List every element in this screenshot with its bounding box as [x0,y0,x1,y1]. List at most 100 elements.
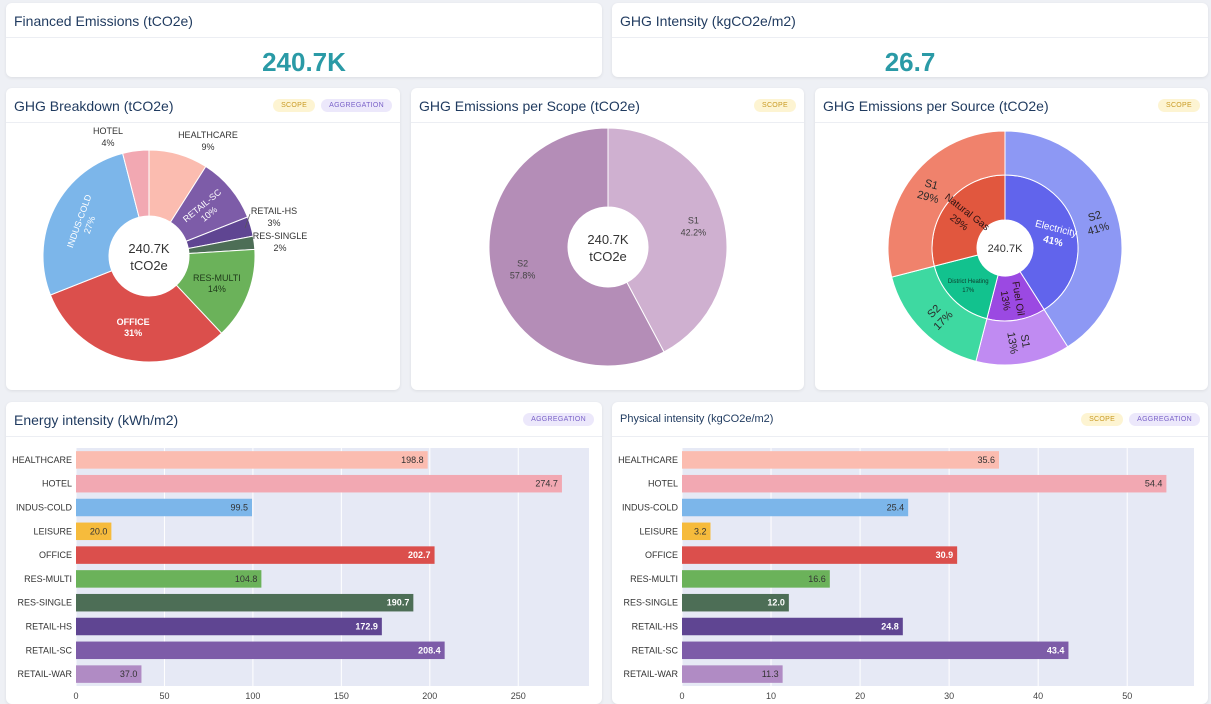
bar-value-label: 202.7 [408,550,431,560]
y-category-label: HOTEL [648,479,678,489]
y-category-label: OFFICE [645,550,678,560]
bar-retail-war[interactable] [682,665,783,683]
aggregation-tag[interactable]: AGGREGATION [321,99,392,112]
divider [411,122,804,123]
scope-tags: SCOPE [753,99,796,112]
x-tick-label: 20 [855,691,865,701]
bar-res-single[interactable] [682,593,789,612]
breakdown-label-res-single: RES-SINGLE [253,231,308,241]
scope-tag[interactable]: SCOPE [273,99,316,112]
energy-intensity-title: Energy intensity (kWh/m2) [14,412,179,428]
energy-tags: AGGREGATION [523,413,594,426]
bar-healthcare[interactable] [682,451,999,469]
bar-value-label: 30.9 [936,550,954,560]
bar-res-multi[interactable] [682,570,830,588]
bar-office[interactable] [682,546,958,564]
breakdown-pct-res-single: 2% [273,243,286,253]
breakdown-slice-office[interactable] [49,270,223,363]
x-tick-label: 30 [944,691,954,701]
breakdown-pct-retail-hs: 3% [267,218,280,228]
ghg-source-title: GHG Emissions per Source (tCO2e) [823,98,1049,114]
breakdown-slice-hotel[interactable] [122,149,150,218]
energy-intensity-card: Energy intensity (kWh/m2) AGGREGATION 0 5… [6,402,602,704]
bar-leisure[interactable] [682,522,711,541]
bar-retail-hs[interactable] [682,617,903,636]
bar-hotel[interactable] [682,474,1167,493]
breakdown-tags: SCOPE AGGREGATION [273,99,392,112]
x-tick-label: 40 [1033,691,1043,701]
bar-value-label: 3.2 [694,526,707,536]
source-inner-label-group: District Heating 17% [948,279,989,294]
bar-leisure[interactable] [76,522,112,541]
aggregation-tag[interactable]: AGGREGATION [523,413,594,426]
divider [612,37,1208,38]
y-category-label: RETAIL-HS [632,622,678,632]
y-category-label: RETAIL-HS [26,622,72,632]
source-inner-pct-district-heating: 17% [962,288,975,294]
ghg-source-card: GHG Emissions per Source (tCO2e) SCOPE E… [815,88,1208,390]
ghg-scope-chart: S1 42.2% S2 57.8% 240.7K tCO2e [488,127,728,367]
scope-tag[interactable]: SCOPE [1081,413,1124,426]
bar-value-label: 54.4 [1145,479,1163,489]
bar-value-label: 11.3 [762,669,779,679]
bar-retail-sc[interactable] [76,641,445,660]
scope-slice-s1[interactable] [607,127,728,353]
scope-tag[interactable]: SCOPE [753,99,796,112]
bar-value-label: 172.9 [355,622,378,632]
bar-office[interactable] [76,546,435,564]
ghg-scope-card: GHG Emissions per Scope (tCO2e) SCOPE S1… [411,88,804,390]
bar-retail-hs[interactable] [76,617,382,636]
aggregation-tag[interactable]: AGGREGATION [1129,413,1200,426]
scope-pct-s1: 42.2% [681,228,707,238]
bar-value-label: 208.4 [418,645,441,655]
divider [6,436,602,437]
scope-label-s1: S1 [688,216,699,226]
breakdown-pct-res-multi: 14% [208,284,226,294]
source-outer-slice-s2[interactable] [1004,130,1123,348]
source-outer-slice-s1[interactable] [887,130,1006,278]
bar-value-label: 16.6 [808,574,826,584]
breakdown-slice-indus-cold[interactable] [42,152,140,296]
breakdown-leader-line [244,213,251,229]
y-category-label: OFFICE [39,550,72,560]
bar-hotel[interactable] [76,474,562,493]
scope-tag[interactable]: SCOPE [1157,99,1200,112]
bar-value-label: 99.5 [230,503,248,513]
bar-indus-cold[interactable] [682,498,909,517]
scope-slice-s2[interactable] [488,127,665,367]
y-category-label: RES-MULTI [630,574,678,584]
bar-value-label: 35.6 [977,455,995,465]
x-tick-label: 0 [73,691,78,701]
bar-healthcare[interactable] [76,451,428,469]
breakdown-pct-office: 31% [124,328,142,338]
bar-value-label: 25.4 [887,503,905,513]
bar-indus-cold[interactable] [76,498,253,517]
source-outer-label-s1: S1 [1018,333,1032,348]
x-tick-label: 100 [245,691,260,701]
bar-res-single[interactable] [76,593,414,612]
divider [6,122,400,123]
bar-value-label: 190.7 [387,598,410,608]
breakdown-label-hotel: HOTEL [93,126,123,136]
bar-res-multi[interactable] [76,570,262,588]
kpi-intensity-title: GHG Intensity (kgCO2e/m2) [620,13,796,29]
x-tick-label: 50 [1122,691,1132,701]
bar-value-label: 198.8 [401,455,424,465]
y-category-label: HEALTHCARE [12,455,72,465]
y-category-label: RETAIL-SC [26,645,73,655]
source-inner-pct-fuel-oil: 13% [998,290,1012,312]
physical-intensity-chart: 0 10 20 30 40 50 HEALTHCARE 35.6 HOTEL 54.4 INDUS-… [618,448,1194,701]
scope-pct-s2: 57.8% [510,270,536,280]
source-outer-label-s2: S2 [1087,209,1103,224]
kpi-financed-emissions-card: Financed Emissions (tCO2e) 240.7K [6,3,602,77]
y-category-label: HEALTHCARE [618,455,678,465]
source-center-value: 240.7K [988,243,1024,255]
bar-retail-war[interactable] [76,665,142,683]
bar-retail-sc[interactable] [682,641,1069,660]
source-outer-pct-s1: 13% [1004,331,1019,355]
